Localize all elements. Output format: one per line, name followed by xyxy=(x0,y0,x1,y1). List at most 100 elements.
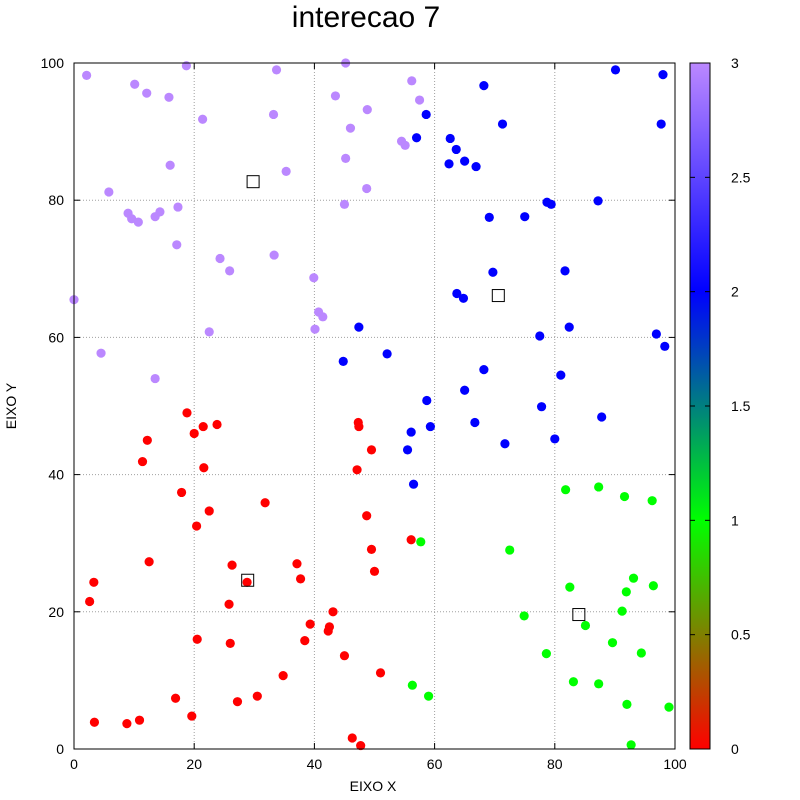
data-point xyxy=(626,740,636,750)
data-point xyxy=(89,577,99,587)
data-point xyxy=(406,535,416,545)
data-point xyxy=(408,479,419,489)
data-point xyxy=(242,577,252,587)
x-tick-label: 100 xyxy=(663,756,687,772)
centroid-markers xyxy=(241,175,586,622)
data-point xyxy=(269,250,279,260)
data-point xyxy=(172,240,182,250)
data-point xyxy=(134,715,145,725)
colorbar-tick-label: 1.5 xyxy=(731,398,751,414)
data-point xyxy=(224,599,234,609)
data-point xyxy=(89,717,100,727)
data-point xyxy=(458,293,469,303)
colorbar-tick-label: 0.5 xyxy=(731,627,751,643)
x-tick-label: 60 xyxy=(427,756,443,772)
data-point xyxy=(85,596,95,607)
data-point xyxy=(580,620,591,631)
data-point xyxy=(451,144,461,155)
colorbar-tick-label: 2.5 xyxy=(731,169,751,185)
colorbar-tick-label: 3 xyxy=(731,55,739,71)
colorbar-tick-label: 0 xyxy=(731,741,739,757)
data-point xyxy=(232,697,243,707)
data-point xyxy=(170,693,181,703)
data-point xyxy=(497,119,508,129)
data-point xyxy=(622,699,632,710)
y-axis-label: EIXO Y xyxy=(3,382,19,429)
data-point xyxy=(142,435,152,445)
data-point xyxy=(460,156,470,166)
data-point xyxy=(362,183,372,194)
x-tick-label: 40 xyxy=(307,756,323,772)
data-point xyxy=(564,322,574,332)
data-point xyxy=(225,638,235,648)
data-point xyxy=(664,702,674,712)
data-point xyxy=(305,619,315,629)
x-tick-label: 0 xyxy=(70,756,78,772)
data-point xyxy=(352,465,362,475)
data-point xyxy=(165,160,175,170)
data-point xyxy=(610,65,621,75)
data-point xyxy=(617,606,627,616)
data-point xyxy=(356,740,366,751)
data-point xyxy=(488,267,498,277)
data-point xyxy=(445,133,455,144)
x-axis-label: EIXO X xyxy=(350,778,397,794)
y-tick-label: 40 xyxy=(48,467,64,483)
data-point xyxy=(225,266,235,276)
data-point xyxy=(292,559,302,569)
grid-lines xyxy=(73,62,676,750)
data-point xyxy=(252,691,262,701)
data-point xyxy=(425,421,435,432)
data-point xyxy=(328,607,338,617)
data-point xyxy=(212,419,222,430)
y-tick-label: 60 xyxy=(48,329,64,345)
centroid-marker xyxy=(246,175,260,189)
data-point xyxy=(500,439,510,449)
data-point xyxy=(369,566,380,576)
data-point xyxy=(651,329,661,339)
data-point xyxy=(82,70,92,80)
data-point xyxy=(133,217,143,227)
data-point xyxy=(407,76,417,86)
data-point xyxy=(520,212,530,222)
data-point xyxy=(300,636,310,646)
plot-frame xyxy=(73,62,676,750)
colorbar-tick-label: 1 xyxy=(731,512,739,528)
data-point xyxy=(192,634,202,644)
data-point xyxy=(137,456,148,467)
data-point xyxy=(444,159,454,169)
centroid-marker xyxy=(241,573,255,587)
data-point xyxy=(658,70,668,80)
data-point xyxy=(505,545,515,555)
data-point xyxy=(199,463,209,473)
data-point xyxy=(636,648,646,658)
data-point xyxy=(271,65,282,75)
data-point xyxy=(416,537,426,547)
data-point xyxy=(597,412,607,422)
data-point xyxy=(150,373,160,384)
y-tick-label: 80 xyxy=(48,192,64,208)
data-point xyxy=(182,408,192,418)
data-point xyxy=(546,199,556,209)
data-point xyxy=(470,417,480,428)
data-point xyxy=(656,119,666,129)
data-point xyxy=(281,166,291,176)
data-point xyxy=(407,680,417,690)
data-point xyxy=(339,651,350,661)
y-tick-label: 0 xyxy=(56,741,64,757)
colorbar-tick-label: 2 xyxy=(731,284,739,300)
data-point xyxy=(142,88,152,98)
data-point xyxy=(382,349,392,359)
data-point xyxy=(607,638,618,648)
data-point xyxy=(621,587,631,597)
chart-title: interecao 7 xyxy=(292,1,440,34)
data-point xyxy=(150,212,160,222)
data-point xyxy=(647,496,657,506)
data-point xyxy=(330,91,341,101)
data-point xyxy=(198,114,208,124)
data-point xyxy=(318,312,328,322)
x-tick-label: 80 xyxy=(547,756,563,772)
x-axis-ticks: 0 20 40 60 80 100 xyxy=(70,63,687,772)
data-point xyxy=(594,679,604,689)
